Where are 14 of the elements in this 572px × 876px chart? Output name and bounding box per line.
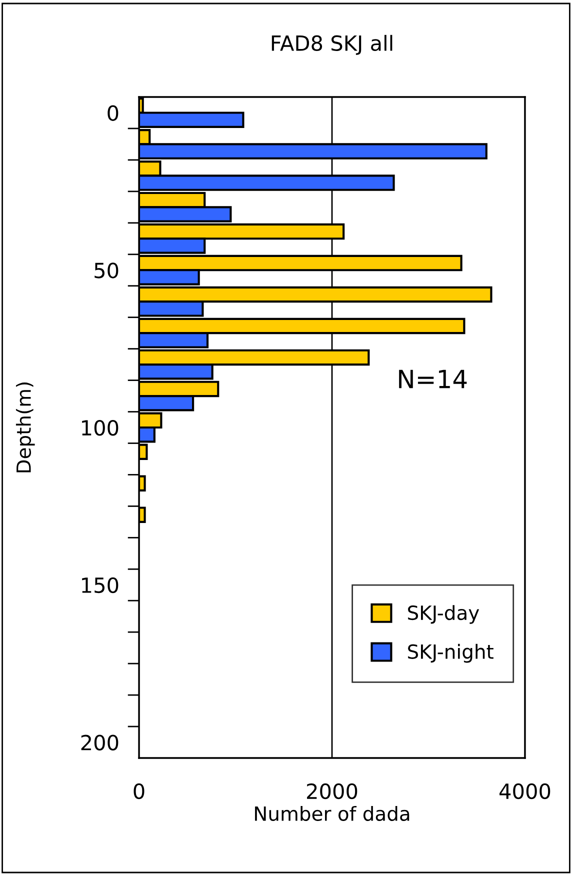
x-tick-label: 4000 <box>500 783 550 800</box>
legend-label: SKJ-night <box>408 644 494 663</box>
y-tick-label: 150 <box>82 577 118 594</box>
y-tick-label: 0 <box>108 105 118 121</box>
x-tick-label: 2000 <box>307 783 358 800</box>
annotation: N=14 <box>399 370 467 388</box>
y-tick-label: 100 <box>82 420 118 436</box>
y-axis-title: Depth(m) <box>16 382 35 472</box>
x-tick-label: 0 <box>134 783 144 800</box>
y-tick-label: 50 <box>94 262 118 278</box>
x-axis-title: Number of dada <box>255 806 410 821</box>
chart-title: FAD8 SKJ all <box>272 34 392 55</box>
legend-label: SKJ-day <box>408 605 480 624</box>
y-tick-label: 200 <box>81 734 118 750</box>
